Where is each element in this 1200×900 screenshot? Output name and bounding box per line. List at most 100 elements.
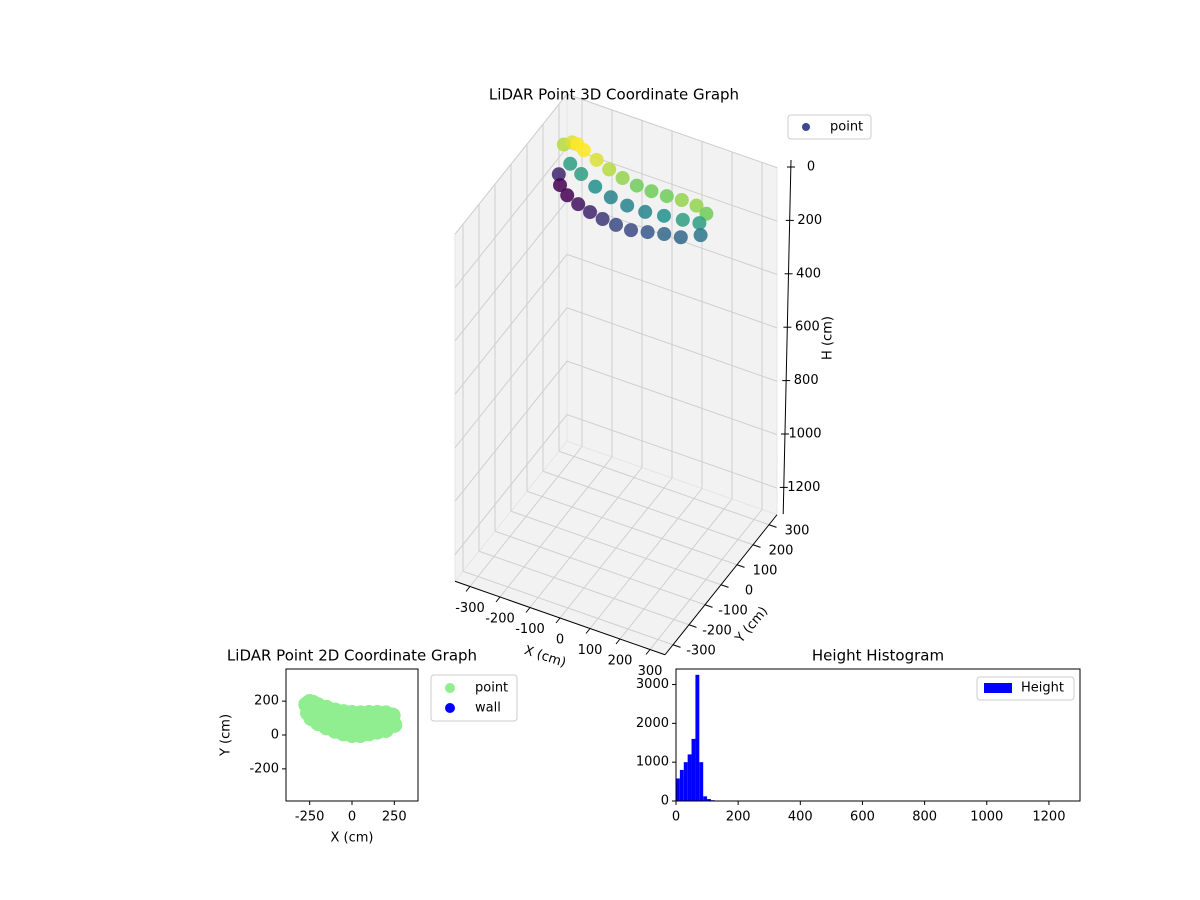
x-tick-label: -100: [515, 622, 545, 637]
legend-box: [787, 114, 872, 140]
legend-label: point: [830, 120, 863, 135]
bar: [707, 799, 711, 801]
tick-mark: [736, 564, 745, 568]
legend-box: [976, 676, 1075, 701]
y-tick-label: 100: [753, 563, 778, 578]
z-tick-label: 0: [807, 160, 815, 175]
z-tick-label: 1000: [788, 427, 821, 442]
chart-title: LiDAR Point 3D Coordinate Graph: [489, 86, 739, 104]
x-tick-label: 0: [672, 810, 680, 825]
bar: [703, 796, 708, 801]
point: [609, 217, 623, 232]
grid-line: [566, 414, 778, 489]
grid-line: [526, 490, 738, 566]
grid-line: [510, 510, 722, 586]
grid-line: [462, 570, 674, 646]
point: [583, 205, 597, 220]
point: [551, 167, 566, 182]
point: [692, 216, 707, 231]
point: [620, 198, 635, 213]
grid-line: [454, 307, 568, 449]
x-axis-label: X (cm): [331, 831, 374, 846]
grid-line: [566, 93, 778, 169]
point: [553, 178, 567, 193]
grid-line: [454, 254, 568, 395]
point: [693, 228, 708, 243]
legend-label: Height: [1021, 681, 1064, 696]
z-axis: [782, 159, 792, 515]
point: [640, 225, 655, 240]
point: [560, 188, 575, 203]
point: [588, 179, 603, 194]
y-axis: [664, 514, 778, 656]
tick-mark: [752, 544, 761, 548]
bar: [679, 769, 684, 801]
z-axis-label: H (cm): [821, 316, 836, 360]
point: [624, 223, 638, 238]
x-tick-label: 1200: [1032, 810, 1065, 825]
z-tick-label: 1200: [787, 480, 820, 495]
tick-mark: [525, 607, 531, 613]
y-tick-label: 0: [661, 794, 669, 809]
z-tick-label: 400: [796, 266, 821, 281]
x-tick-label: 0: [556, 633, 564, 648]
point: [638, 204, 653, 219]
point: [563, 156, 578, 171]
tick-mark: [495, 596, 501, 603]
x-tick-label: 1000: [970, 810, 1003, 825]
x-tick-label: -300: [455, 601, 485, 616]
tick-mark: [720, 584, 729, 588]
chart-title: Height Histogram: [812, 647, 944, 665]
x-tick-label: -200: [485, 612, 515, 627]
y-axis-label: Y (cm): [219, 714, 234, 757]
grid-line: [454, 200, 568, 342]
bar: [683, 762, 688, 801]
point: [577, 143, 591, 158]
grid-line: [454, 147, 568, 288]
grid-line: [566, 253, 778, 329]
tick-mark: [555, 617, 561, 624]
y-tick-label: 3000: [636, 677, 669, 692]
point: [574, 167, 589, 182]
grid-line: [494, 530, 706, 606]
x-tick-label: 200: [726, 810, 751, 825]
tick-mark: [688, 624, 697, 628]
tick-mark: [768, 524, 777, 528]
bar: [687, 754, 692, 801]
grid-line: [566, 360, 778, 436]
point: [386, 716, 403, 733]
grid-line: [454, 93, 568, 235]
y-tick-label: 0: [271, 728, 279, 743]
x-tick-label: 100: [578, 643, 603, 658]
tick-mark: [672, 644, 681, 648]
x-tick-label: 600: [850, 810, 875, 825]
y-tick-label: 300: [785, 523, 810, 538]
point: [602, 162, 617, 177]
point: [595, 212, 610, 227]
y-tick-label: 200: [769, 543, 794, 558]
grid-line: [542, 470, 754, 546]
x-tick-label: 300: [638, 664, 663, 679]
z-tick-label: 800: [794, 373, 819, 388]
legend-marker: [984, 683, 1012, 693]
x-tick-label: 800: [912, 810, 937, 825]
x-tick-label: 200: [608, 654, 633, 669]
grid-line: [454, 360, 568, 502]
x-tick-label: 0: [348, 810, 356, 825]
point: [644, 184, 659, 199]
y-tick-label: -200: [702, 623, 732, 638]
y-tick-label: 1000: [636, 755, 669, 770]
point: [589, 152, 604, 167]
point: [659, 189, 674, 204]
axes-frame: [675, 668, 1081, 802]
point: [689, 198, 704, 213]
bar: [691, 738, 696, 801]
y-tick-label: 2000: [636, 716, 669, 731]
y-tick-label: -200: [249, 761, 279, 776]
grid-line: [558, 450, 770, 526]
tick-mark: [615, 638, 621, 645]
point: [657, 208, 671, 223]
legend-label: point: [475, 681, 508, 696]
y-tick-label: 0: [745, 583, 753, 598]
